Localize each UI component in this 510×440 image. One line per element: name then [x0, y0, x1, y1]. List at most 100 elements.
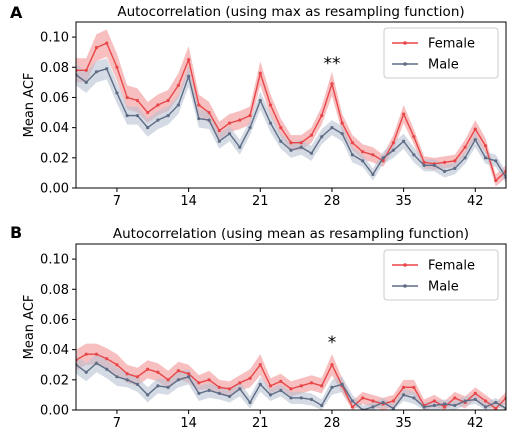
data-point-female	[94, 352, 99, 356]
data-point-female	[176, 369, 180, 373]
x-tick-label: 14	[180, 194, 197, 209]
data-point-male	[135, 113, 140, 118]
data-point-male	[207, 388, 211, 392]
data-point-male	[442, 169, 447, 173]
plot-area	[76, 29, 506, 187]
data-point-male	[248, 126, 252, 130]
data-point-female	[146, 367, 150, 371]
data-point-female	[320, 384, 324, 388]
data-point-female	[207, 110, 211, 115]
x-tick-label: 14	[180, 416, 197, 431]
data-point-female	[207, 378, 211, 382]
data-point-female	[453, 159, 457, 163]
data-point-female	[299, 384, 303, 388]
data-point-female	[340, 121, 344, 125]
data-point-female	[299, 141, 303, 145]
data-point-female	[187, 372, 191, 376]
chart-panel-a: A Autocorrelation (using max as resamplin…	[10, 3, 507, 209]
x-tick-label: 35	[395, 416, 412, 431]
data-point-female	[248, 113, 252, 118]
data-point-female	[166, 378, 170, 382]
data-point-male	[176, 378, 180, 382]
data-point-male	[125, 378, 129, 382]
data-point-female	[248, 376, 252, 380]
data-point-male	[412, 396, 416, 400]
data-point-female	[442, 405, 447, 409]
data-point-male	[197, 116, 201, 121]
data-point-female	[320, 113, 324, 118]
y-tick-label: 0.10	[40, 253, 69, 268]
x-tick-label: 42	[467, 416, 484, 431]
chart-title: Autocorrelation (using mean as resamplin…	[113, 226, 469, 242]
data-point-male	[350, 399, 355, 403]
x-tick-label: 7	[113, 194, 121, 209]
data-point-male	[473, 138, 477, 142]
data-point-male	[84, 370, 88, 374]
x-tick-label: 42	[467, 194, 484, 209]
y-tick-label: 0.08	[40, 283, 69, 298]
data-point-female	[238, 118, 242, 122]
data-point-female	[84, 352, 88, 356]
y-tick-label: 0.00	[40, 404, 69, 419]
data-point-female	[146, 110, 150, 115]
data-point-male	[402, 393, 406, 397]
data-point-male	[227, 132, 232, 136]
data-point-male	[279, 139, 283, 143]
data-point-male	[320, 135, 324, 139]
data-point-male	[166, 113, 170, 118]
x-tick-label: 28	[324, 416, 341, 431]
data-point-female	[330, 82, 334, 86]
data-point-male	[463, 156, 467, 160]
data-point-female	[115, 65, 119, 69]
data-point-male	[217, 139, 221, 143]
data-point-male	[391, 148, 395, 152]
data-point-male	[350, 153, 355, 157]
data-point-male	[258, 382, 262, 386]
data-point-male	[125, 113, 129, 118]
data-point-female	[309, 381, 314, 385]
x-tick-label: 21	[252, 194, 269, 209]
data-point-male	[483, 405, 488, 409]
data-point-male	[340, 132, 344, 136]
data-point-male	[289, 396, 293, 400]
data-point-female	[361, 150, 365, 154]
data-point-male	[442, 402, 447, 406]
legend-label-female: Female	[428, 259, 475, 274]
legend-label-male: Male	[428, 58, 459, 73]
data-point-male	[320, 403, 324, 408]
chart-panel-b: B Autocorrelation (using mean as resampli…	[10, 223, 507, 431]
data-point-male	[381, 400, 385, 405]
data-point-female	[105, 357, 109, 361]
data-point-male	[391, 406, 395, 410]
data-point-male	[422, 405, 426, 409]
data-point-male	[422, 163, 426, 167]
data-point-male	[361, 159, 365, 163]
data-point-female	[371, 153, 375, 157]
data-point-female	[473, 391, 477, 395]
data-point-male	[248, 400, 252, 405]
data-point-male	[94, 361, 99, 365]
data-point-female	[309, 133, 314, 137]
y-tick-label: 0.04	[40, 343, 69, 358]
data-point-male	[330, 126, 334, 130]
data-point-male	[309, 151, 314, 155]
data-point-male	[187, 375, 191, 379]
data-point-male	[94, 70, 99, 74]
data-point-male	[187, 74, 191, 78]
data-point-female	[115, 363, 119, 367]
data-point-female	[279, 379, 283, 383]
data-point-female	[463, 145, 467, 149]
data-point-male	[309, 397, 314, 402]
data-point-female	[84, 68, 88, 72]
data-point-female	[217, 129, 221, 133]
data-point-male	[268, 393, 273, 397]
data-point-female	[125, 95, 129, 100]
data-point-female	[135, 375, 140, 379]
panel-label: B	[10, 223, 22, 242]
data-point-male	[105, 367, 109, 371]
data-point-female	[412, 385, 416, 389]
data-point-female	[391, 141, 395, 145]
plot-frame	[75, 243, 507, 411]
data-point-male	[494, 400, 498, 405]
data-point-male	[330, 385, 334, 389]
